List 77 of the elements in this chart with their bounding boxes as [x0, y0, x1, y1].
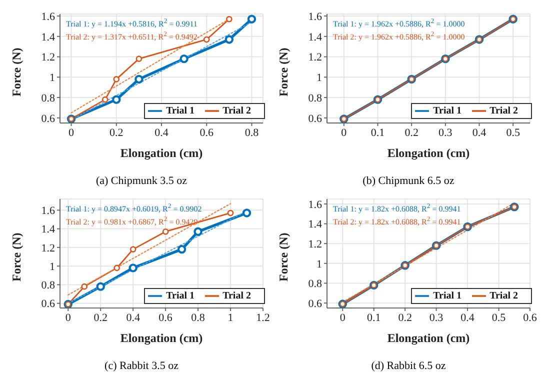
legend-label: Trial 2: [490, 105, 518, 116]
x-tick-label: 0.6: [523, 312, 538, 324]
text: (b) Chipmunk 6.5 oz: [362, 175, 456, 187]
x-tick-label: 0.4: [126, 312, 140, 324]
annotation: Trial 2: y = 0.981x +0.6867, R$^{2}$ = 0.9429: [66, 214, 199, 228]
text: (d) Rabbit 6.5 oz: [370, 360, 447, 372]
annotation: Trial 2: y = 1.82x +0.6088, R$^{2}$ = 0.9941: [333, 214, 461, 228]
y-axis-title: Force (N): [276, 232, 290, 282]
annotation: Trial 1: y = 0.8947x +0.6019, R$^{2}$ = 0.9902: [66, 202, 202, 215]
x-tick-label: 0.4: [154, 126, 169, 139]
y-tick-label: 0.8: [308, 278, 322, 290]
y-tick-label: 1.4: [308, 31, 322, 44]
y-tick-label: 1: [50, 72, 55, 84]
x-tick-label: 1: [228, 312, 234, 324]
y-axis-title: Force (N): [9, 232, 24, 282]
legend-label: Trial 1: [166, 105, 195, 116]
y-tick-label: 1.2: [41, 52, 55, 64]
annotation: Trial 2: y = 1.962x +0.5886, R$^{2}$ = 1.0000: [333, 30, 465, 42]
x-tick-label: 0.2: [94, 312, 108, 324]
x-tick-label: 0: [65, 312, 72, 324]
x-tick-label: 0.2: [110, 126, 124, 139]
x-axis-title: Elongation (cm): [387, 146, 470, 160]
y-tick-label: 1.6: [308, 198, 322, 211]
x-tick-label: 0.5: [492, 312, 506, 324]
y-tick-label: 0.8: [308, 92, 322, 104]
x-tick-label: 0.8: [244, 126, 260, 139]
x-axis-title: Elongation (cm): [120, 331, 203, 345]
x-tick-label: 0.6: [200, 126, 214, 139]
x-tick-label: 0.1: [366, 312, 381, 324]
x-tick-label: 0: [340, 312, 346, 324]
y-axis-title: Force (N): [276, 48, 290, 96]
annotation: Trial 1: y = 1.82x +0.6088, R$^{2}$ = 0.9941: [333, 202, 461, 215]
x-tick-label: 0.4: [460, 312, 475, 324]
x-tick-label: 0.5: [506, 126, 520, 139]
x-tick-label: 0.2: [404, 126, 418, 139]
legend-label: Trial 1: [433, 105, 462, 116]
legend-label: Trial 2: [222, 105, 251, 116]
x-tick-label: 0.2: [398, 312, 412, 324]
y-tick-label: 1.2: [41, 242, 55, 254]
y-tick-label: 0.6: [41, 298, 56, 310]
y-tick-label: 0.6: [41, 112, 56, 125]
y-tick-label: 1.6: [41, 205, 56, 218]
legend-label: Trial 2: [490, 290, 518, 302]
x-axis-title: Elongation (cm): [387, 331, 470, 345]
x-tick-label: 0.3: [429, 312, 444, 324]
y-tick-label: 1: [316, 258, 322, 270]
y-tick-label: 1.4: [308, 218, 322, 231]
y-axis-title: Force (N): [9, 48, 24, 96]
x-tick-label: 0.1: [370, 126, 385, 139]
annotation: Trial 1: y = 1.194x +0.5816, R$^{2}$ = 0.9911: [66, 17, 198, 30]
x-tick-label: 0.3: [438, 126, 453, 139]
x-tick-label: 0.4: [472, 126, 487, 139]
x-tick-label: 0.6: [158, 312, 173, 324]
annotation: Trial 1: y = 1.962x +0.5886, R$^{2}$ = 1.0000: [333, 17, 465, 30]
y-tick-label: 0.8: [41, 280, 56, 292]
legend-label: Trial 1: [433, 290, 462, 302]
x-tick-label: 0: [68, 126, 75, 139]
y-tick-label: 1.6: [308, 10, 322, 23]
x-axis-title: Elongation (cm): [120, 146, 203, 160]
y-tick-label: 1.2: [308, 238, 322, 250]
y-tick-label: 0.8: [41, 92, 56, 104]
x-tick-label: 0.8: [191, 312, 206, 324]
y-tick-label: 1.4: [41, 31, 56, 44]
y-tick-label: 1.6: [41, 10, 56, 23]
y-tick-label: 1: [50, 260, 55, 273]
annotation: Trial 2: y = 1.317x +0.6511, R$^{2}$ = 0.9492: [66, 30, 198, 42]
legend-label: Trial 1: [166, 290, 195, 302]
y-tick-label: 1.4: [41, 224, 56, 236]
x-tick-label: 0: [341, 126, 348, 139]
y-tick-label: 0.6: [308, 298, 322, 310]
text: (a) Chipmunk 3.5 oz: [94, 175, 188, 187]
x-tick-label: 1.2: [256, 312, 270, 324]
text: (c) Rabbit 3.5 oz: [104, 360, 180, 372]
y-tick-label: 1.2: [308, 52, 322, 64]
legend-label: Trial 2: [222, 290, 251, 302]
y-tick-label: 1: [316, 72, 322, 84]
y-tick-label: 0.6: [308, 112, 322, 125]
